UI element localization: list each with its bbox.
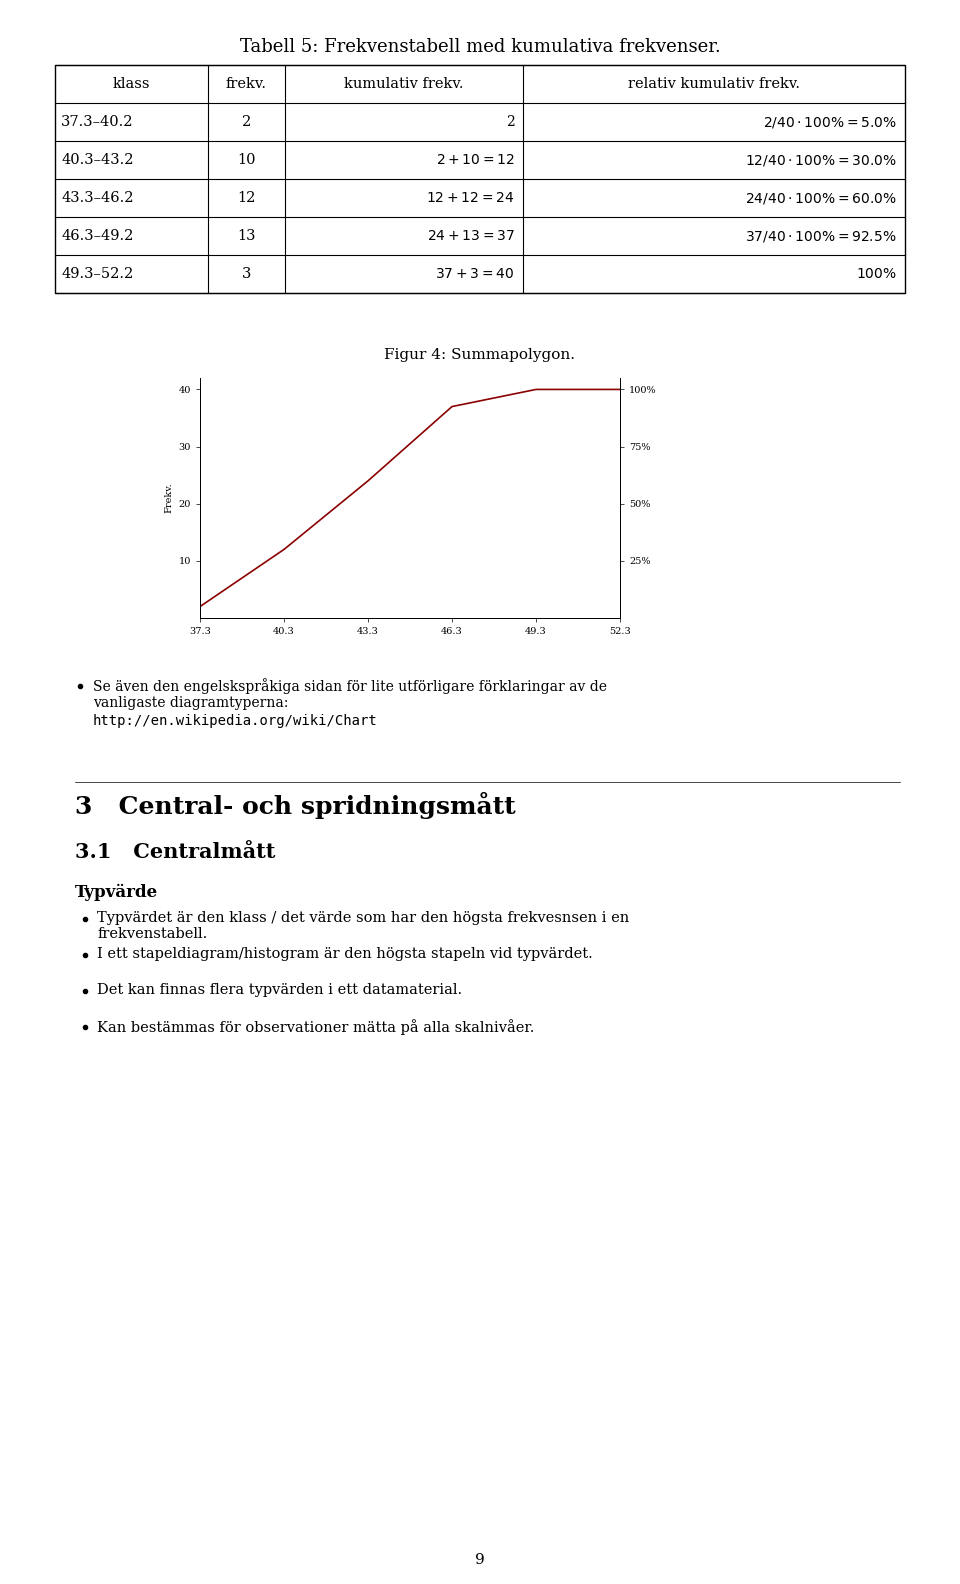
Text: $2+10=12$: $2+10=12$ [436, 154, 515, 166]
Text: Typvärdet är den klass / det värde som har den högsta frekvesnsen i en: Typvärdet är den klass / det värde som h… [97, 911, 629, 925]
Text: klass: klass [112, 78, 151, 90]
Text: $2/40\cdot100\% = 5.0\%$: $2/40\cdot100\% = 5.0\%$ [763, 114, 897, 130]
Text: vanligaste diagramtyperna:: vanligaste diagramtyperna: [93, 695, 288, 710]
Text: $12/40\cdot100\% = 30.0\%$: $12/40\cdot100\% = 30.0\%$ [745, 152, 897, 168]
Text: 3   Central- och spridningsmått: 3 Central- och spridningsmått [75, 792, 516, 819]
Bar [55, 65, 905, 293]
Text: $37/40\cdot100\% = 92.5\%$: $37/40\cdot100\% = 92.5\%$ [746, 228, 897, 244]
Text: $100\%$: $100\%$ [856, 268, 897, 280]
Text: 3: 3 [242, 268, 251, 280]
Text: Det kan finnas flera typvärden i ett datamaterial.: Det kan finnas flera typvärden i ett dat… [97, 984, 462, 996]
Text: Typvärde: Typvärde [75, 884, 158, 901]
Text: Se även den engelskspråkiga sidan för lite utförligare förklaringar av de: Se även den engelskspråkiga sidan för li… [93, 678, 607, 694]
Text: Tabell 5: Frekvenstabell med kumulativa frekvenser.: Tabell 5: Frekvenstabell med kumulativa … [240, 38, 720, 55]
Text: frekvenstabell.: frekvenstabell. [97, 927, 207, 941]
Text: $37+3=40$: $37+3=40$ [435, 268, 515, 280]
Text: 37.3–40.2: 37.3–40.2 [61, 116, 133, 128]
Text: relativ kumulativ frekv.: relativ kumulativ frekv. [628, 78, 800, 90]
Text: 2: 2 [242, 116, 251, 128]
Text: http://en.wikipedia.org/wiki/Chart: http://en.wikipedia.org/wiki/Chart [93, 714, 377, 729]
Text: Kan bestämmas för observationer mätta på alla skalnivåer.: Kan bestämmas för observationer mätta på… [97, 1019, 535, 1034]
Text: 3.1   Centralmått: 3.1 Centralmått [75, 843, 276, 862]
Text: 13: 13 [237, 230, 255, 242]
Text: 40.3–43.2: 40.3–43.2 [61, 154, 133, 166]
Text: $12+12=24$: $12+12=24$ [426, 192, 515, 204]
Text: $24/40\cdot100\% = 60.0\%$: $24/40\cdot100\% = 60.0\%$ [745, 190, 897, 206]
Text: 2: 2 [506, 116, 515, 128]
Text: kumulativ frekv.: kumulativ frekv. [344, 78, 464, 90]
Text: 46.3–49.2: 46.3–49.2 [61, 230, 133, 242]
Text: Figur 4: Summapolygon.: Figur 4: Summapolygon. [385, 348, 575, 363]
Text: 12: 12 [237, 192, 255, 204]
Text: 49.3–52.2: 49.3–52.2 [61, 268, 133, 280]
Text: 43.3–46.2: 43.3–46.2 [61, 192, 133, 204]
Text: I ett stapeldiagram/histogram är den högsta stapeln vid typvärdet.: I ett stapeldiagram/histogram är den hög… [97, 947, 592, 961]
Text: frekv.: frekv. [226, 78, 267, 90]
Text: 9: 9 [475, 1552, 485, 1567]
Text: $24+13=37$: $24+13=37$ [426, 230, 515, 242]
Text: 10: 10 [237, 154, 255, 166]
Y-axis label: Frekv.: Frekv. [164, 483, 173, 513]
